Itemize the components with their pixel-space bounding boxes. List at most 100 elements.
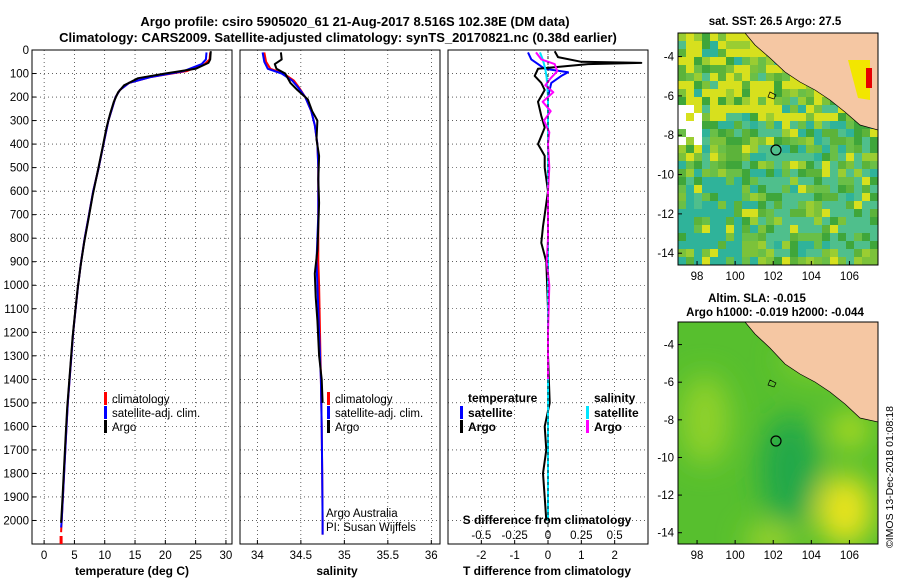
sst-cell [830,225,838,233]
sst-cell [854,225,862,233]
sst-cell [862,153,870,161]
legend-s-satellite: satellite [594,406,639,420]
sst-cell [702,97,710,105]
sst-cell [734,73,742,81]
sst-cell [774,73,782,81]
sst-cell [854,169,862,177]
sst-coast-island [767,91,777,100]
sst-cell [774,169,782,177]
sst-cell [702,241,710,249]
sst-cell [838,249,846,257]
sst-cell [870,161,878,169]
sst-cell [750,153,758,161]
sst-cell [774,105,782,113]
sst-cell [686,65,694,73]
sst-cell [734,169,742,177]
sst-cell [734,257,742,265]
sst-cell [694,153,702,161]
sst-cell [782,89,790,97]
sst-cell [710,105,718,113]
sst-cell [694,161,702,169]
sst-cell [678,193,686,201]
sst-cell [774,89,782,97]
legend-swatch-s-satellite [586,406,589,419]
sst-cell [742,209,750,217]
sst-cell [718,49,726,57]
sst-cell [814,241,822,249]
sst-sst-warm-patch [848,60,870,100]
sst-cell [742,73,750,81]
sst-cell [702,49,710,57]
sst-cell [734,241,742,249]
sst-cell [854,201,862,209]
sst-cell [742,257,750,265]
depth-axis: 0 100 200 300 400 500 600 700 800 900 1000 1100 1200… [3,45,36,527]
x-tick-label: 34.5 [290,550,312,562]
sst-cell [742,49,750,57]
sst-cell [750,65,758,73]
sst-cell [782,193,790,201]
lat-tick-label: -14 [657,528,674,540]
sst-cell [750,73,758,81]
series-line-argo [273,52,324,403]
sst-cell [838,201,846,209]
sst-cell [806,153,814,161]
sst-cell [806,169,814,177]
sst-cell [806,129,814,137]
sst-cell [838,121,846,129]
sst-cell [718,97,726,105]
sst-cell [854,249,862,257]
sst-cell [806,217,814,225]
sst-cell [774,145,782,153]
legend-satellite: satellite-adj. clim. [335,408,423,420]
sst-cell [846,249,854,257]
sst-cell [694,257,702,265]
sst-cell [702,217,710,225]
depth-tick-label: 300 [10,116,29,128]
sst-cell [862,201,870,209]
sst-cell [798,89,806,97]
s-tick-label: 0.5 [607,530,623,542]
sst-cell [846,137,854,145]
sst-cell [814,153,822,161]
lat-tick-label: -8 [664,130,674,142]
sst-cell [838,257,846,265]
sst-cell [854,233,862,241]
sst-cell [678,57,686,65]
sst-cell [838,209,846,217]
sst-cell [678,241,686,249]
sla-map: Altim. SLA: -0.015 Argo h1000: -0.019 h2… [657,293,879,562]
sst-cell [766,65,774,73]
sst-cell [774,137,782,145]
lat-tick-label: -6 [664,377,674,389]
sst-cell [806,145,814,153]
sst-cell [774,241,782,249]
sst-cell [678,73,686,81]
sst-cell [702,153,710,161]
sst-cell [814,145,822,153]
sst-cell [766,57,774,65]
sst-cell [766,249,774,257]
sst-cell [702,249,710,257]
temperature-panel: 0100200300400500600700800900100011001200… [3,45,233,578]
sst-cell [806,121,814,129]
sst-cell [814,169,822,177]
depth-tick-label: 2000 [3,515,29,527]
sst-cell [678,41,686,49]
lon-tick-label: 106 [840,271,859,283]
sst-cell [822,113,830,121]
sst-cell [830,161,838,169]
sst-cell [726,201,734,209]
sst-cell [846,217,854,225]
sst-cell [790,81,798,89]
sst-map-frame [677,32,879,266]
sst-cell [750,233,758,241]
sst-cell [774,185,782,193]
depth-tick-label: 1200 [3,327,29,339]
sst-cell [870,201,878,209]
sst-cell [846,257,854,265]
sst-cell [814,161,822,169]
sst-cell [694,201,702,209]
sst-cell [734,57,742,65]
sst-cell [774,129,782,137]
